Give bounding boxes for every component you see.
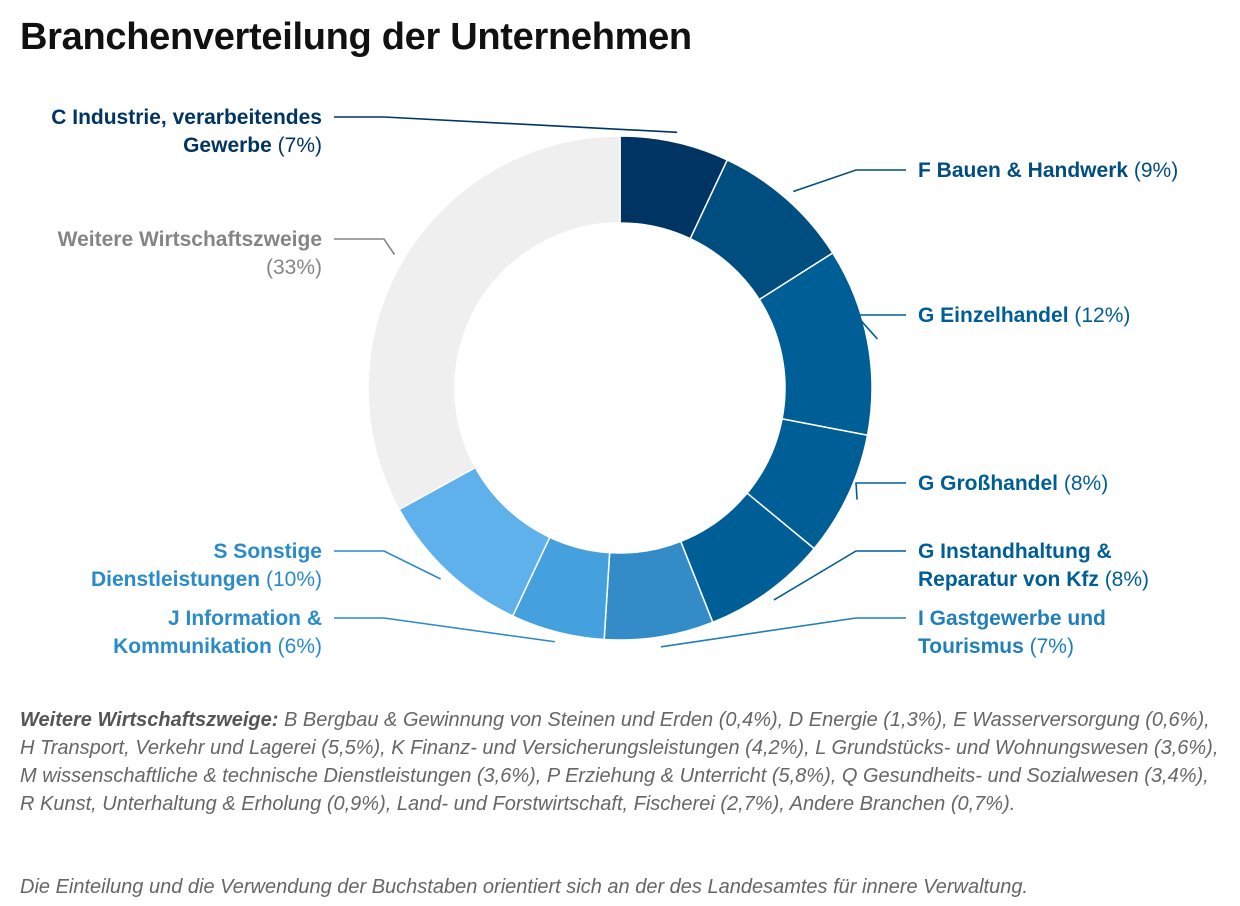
slice-label-f-bauen-and-handwerk: F Bauen & Handwerk (9%) [918, 159, 1178, 182]
donut-chart: C Industrie, verarbeitendes Gewerbe (7%) F… [51, 106, 1178, 658]
slice-value-j-information-and-kommunikation: (6%) [272, 635, 322, 658]
leader-line-s-sonstige-dienstleistungen [334, 550, 442, 580]
slice-value-s-sonstige-dienstleistungen: (10%) [260, 568, 322, 591]
footnote-text: B Bergbau & Gewinnung von Steinen und Er… [20, 709, 1219, 815]
slice-value-c-industrie-verarbeitendes-gewerbe: (7%) [272, 134, 322, 157]
footnote-other-sectors: Weitere Wirtschaftszweige: B Bergbau & G… [20, 706, 1220, 818]
leader-line-g-einzelhandel [854, 314, 906, 340]
leader-line-i-gastgewerbe-und-tourismus [660, 617, 906, 648]
slice-label-g-grosshandel: G Großhandel (8%) [918, 472, 1108, 495]
slice-value-f-bauen-and-handwerk: (9%) [1128, 159, 1178, 182]
chart-title: Branchenverteilung der Unternehmen [20, 16, 692, 58]
slice-labels: C Industrie, verarbeitendes Gewerbe (7%) F… [51, 106, 1178, 658]
slice-label-g-instandhaltung-and-reparatur-von-kfz: G Instandhaltung & Reparatur von Kfz (8%) [918, 540, 1149, 591]
footnote-source: Die Einteilung und die Verwendung der Bu… [20, 876, 1029, 898]
footnote-label: Weitere Wirtschaftszweige: [20, 709, 279, 731]
leader-line-f-bauen-and-handwerk [793, 169, 906, 193]
slice-value-weitere-wirtschaftszweige: (33%) [266, 256, 322, 279]
leader-line-j-information-and-kommunikation [334, 617, 555, 643]
slice-label-weitere-wirtschaftszweige: Weitere Wirtschaftszweige (33%) [58, 228, 322, 279]
leader-line-c-industrie-verarbeitendes-gewerbe [334, 116, 678, 134]
slice-label-j-information-and-kommunikation: J Information & Kommunikation (6%) [113, 607, 322, 658]
slice-label-s-sonstige-dienstleistungen: S Sonstige Dienstleistungen (10%) [91, 540, 322, 591]
slice-label-g-einzelhandel: G Einzelhandel (12%) [918, 304, 1130, 327]
leader-lines [334, 116, 906, 648]
leader-line-g-instandhaltung-and-reparatur-von-kfz [773, 550, 906, 601]
leader-line-g-grosshandel [855, 482, 906, 500]
donut-slices [367, 135, 873, 641]
slice-value-g-instandhaltung-and-reparatur-von-kfz: (8%) [1099, 568, 1149, 591]
slice-value-g-grosshandel: (8%) [1058, 472, 1108, 495]
slice-weitere-wirtschaftszweige [367, 135, 621, 511]
slice-label-i-gastgewerbe-und-tourismus: I Gastgewerbe und Tourismus (7%) [918, 607, 1106, 658]
slice-value-g-einzelhandel: (12%) [1069, 304, 1131, 327]
slice-value-i-gastgewerbe-und-tourismus: (7%) [1024, 635, 1074, 658]
leader-line-weitere-wirtschaftszweige [334, 238, 396, 256]
slice-label-c-industrie-verarbeitendes-gewerbe: C Industrie, verarbeitendes Gewerbe (7%) [51, 106, 322, 157]
